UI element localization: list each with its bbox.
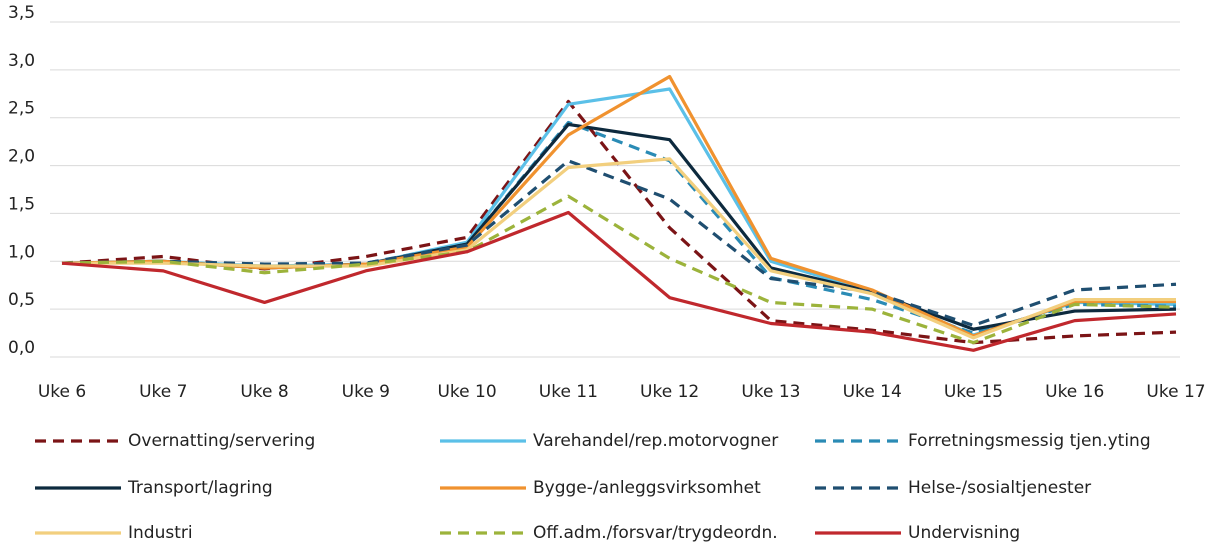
- legend-label: Bygge-/anleggsvirksomhet: [533, 478, 761, 498]
- y-tick-label: 3,0: [8, 51, 35, 71]
- x-tick-label: Uke 17: [1146, 382, 1205, 402]
- x-tick-label: Uke 14: [843, 382, 902, 402]
- x-tick-label: Uke 15: [944, 382, 1003, 402]
- y-tick-label: 2,0: [8, 147, 35, 167]
- x-tick-label: Uke 12: [640, 382, 699, 402]
- x-tick-label: Uke 10: [437, 382, 496, 402]
- legend-label: Industri: [128, 523, 193, 543]
- series-line: [61, 210, 1177, 352]
- y-tick-label: 1,0: [8, 242, 35, 262]
- y-tick-label: 2,5: [8, 99, 35, 119]
- x-tick-label: Uke 8: [240, 382, 288, 402]
- series-line: [61, 99, 1177, 345]
- y-tick-label: 0,0: [8, 338, 35, 358]
- y-tick-label: 3,5: [8, 3, 35, 23]
- legend-label: Transport/lagring: [127, 478, 273, 498]
- legend-label: Helse-/sosialtjenester: [908, 478, 1091, 498]
- series-line: [62, 157, 1176, 340]
- x-tick-label: Uke 9: [342, 382, 390, 402]
- y-tick-label: 1,5: [8, 194, 35, 214]
- series-line: [61, 194, 1177, 345]
- legend-label: Overnatting/servering: [128, 431, 315, 451]
- legend-label: Off.adm./forsvar/trygdeordn.: [533, 523, 778, 543]
- legend-label: Varehandel/rep.motorvogner: [533, 431, 778, 451]
- y-tick-label: 0,5: [8, 290, 35, 310]
- x-tick-label: Uke 16: [1045, 382, 1104, 402]
- series-line: [61, 87, 1177, 337]
- x-tick-label: Uke 11: [539, 382, 598, 402]
- series-line: [61, 74, 1176, 338]
- x-tick-label: Uke 7: [139, 382, 187, 402]
- legend-label: Undervisning: [908, 523, 1020, 543]
- series-line: [61, 159, 1177, 328]
- x-tick-label: Uke 6: [38, 382, 86, 402]
- x-tick-label: Uke 13: [741, 382, 800, 402]
- legend-label: Forretningsmessig tjen.yting: [908, 431, 1151, 451]
